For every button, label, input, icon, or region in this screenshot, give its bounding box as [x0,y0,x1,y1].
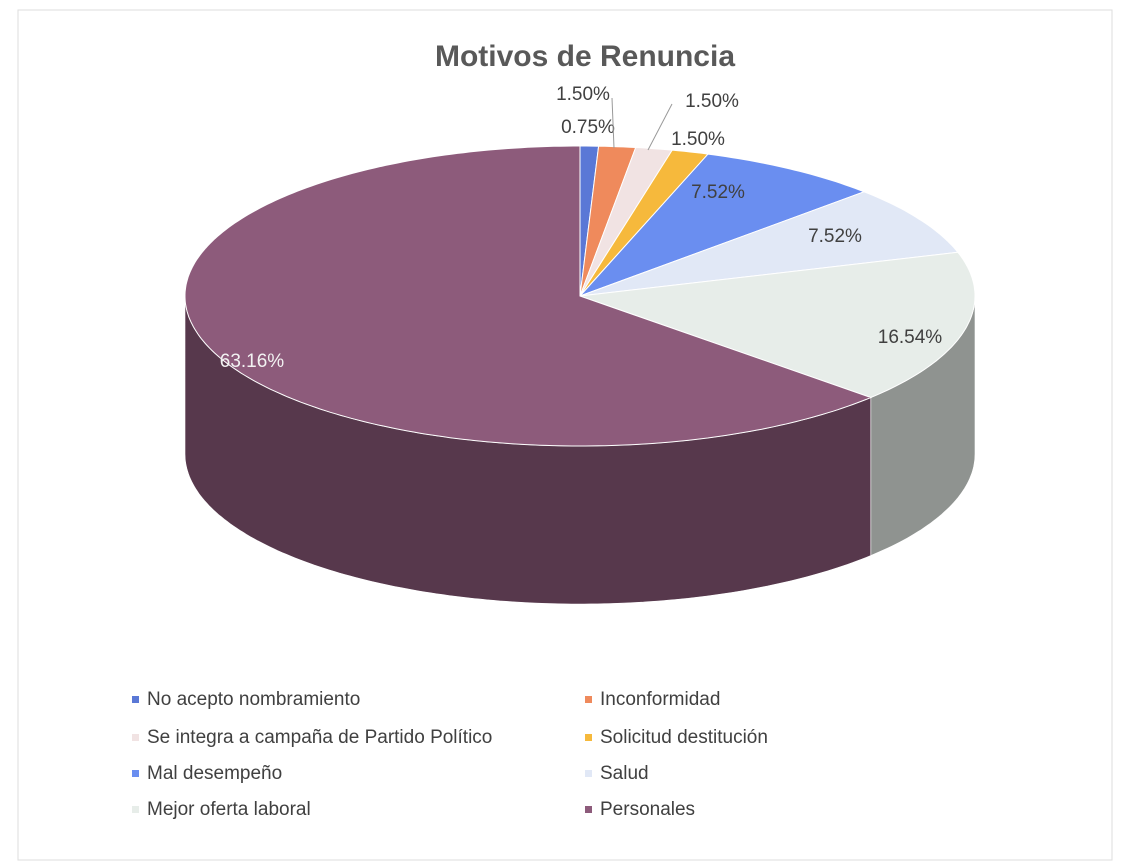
legend-swatch [585,770,592,777]
slice [579,149,710,297]
legend-label: Mal desempeño [147,763,282,784]
slice [579,191,959,297]
legend-swatch [585,806,592,813]
chart-title: Motivos de Renuncia [435,40,735,73]
legend-swatch [132,770,139,777]
data-label: 7.52% [808,226,862,247]
data-label: 7.52% [691,182,745,203]
slice [184,145,873,447]
legend-label: No acepto nombramiento [147,689,360,710]
slice [579,251,976,399]
legend-swatch [132,696,139,703]
legend-label: Inconformidad [600,689,720,710]
legend-label: Personales [600,799,695,820]
slice [579,153,866,297]
legend-swatch [585,696,592,703]
legend-swatch [585,734,592,741]
legend-swatch [132,806,139,813]
legend-label: Salud [600,763,649,784]
data-label: 1.50% [685,91,739,112]
legend-label: Solicitud destitución [600,727,768,748]
data-label: 0.75% [561,117,615,138]
data-label: 1.50% [556,84,610,105]
leader-line [647,103,673,151]
legend-label: Mejor oferta laboral [147,799,311,820]
data-label: 63.16% [220,351,285,372]
legend-label: Se integra a campaña de Partido Político [147,727,492,748]
data-label: 1.50% [671,129,725,150]
leader-line [611,97,615,149]
legend-swatch [132,734,139,741]
data-label: 16.54% [878,327,943,348]
